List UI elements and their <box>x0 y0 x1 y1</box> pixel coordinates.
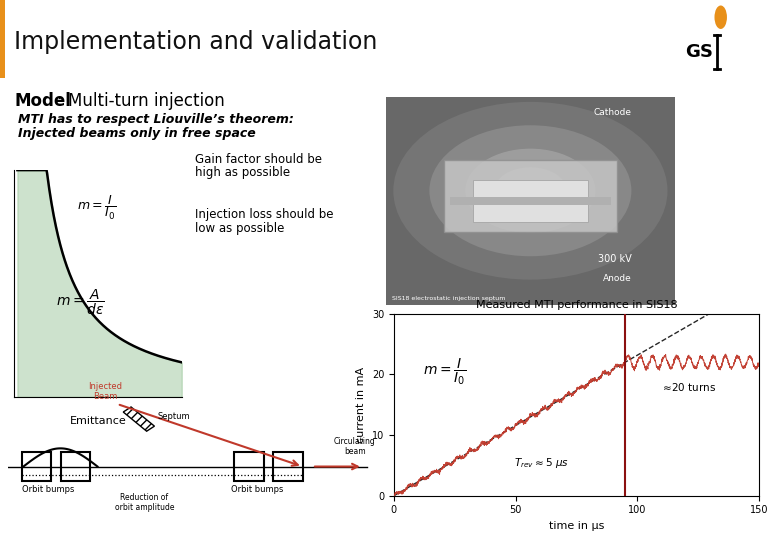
Text: Circulating
beam: Circulating beam <box>334 437 376 456</box>
Bar <box>444 159 617 232</box>
Text: Implementation and validation: Implementation and validation <box>14 30 378 55</box>
Text: GSI Helmholtzzentrum für Schwerionenforschung GmbH: GSI Helmholtzzentrum für Schwerionenfors… <box>8 520 224 529</box>
Text: $\approx\!20\ \mathrm{turns}$: $\approx\!20\ \mathrm{turns}$ <box>661 381 717 393</box>
Text: $m=\dfrac{I}{I_0}$: $m=\dfrac{I}{I_0}$ <box>77 194 116 222</box>
Text: $m=\dfrac{I}{I_0}$: $m=\dfrac{I}{I_0}$ <box>423 356 466 387</box>
Bar <box>449 197 612 205</box>
Text: MTI has to respect Liouville’s theorem:: MTI has to respect Liouville’s theorem: <box>18 113 294 126</box>
Ellipse shape <box>495 167 566 214</box>
Bar <box>61 453 90 481</box>
Bar <box>234 453 264 481</box>
Text: Reduction of
orbit amplitude: Reduction of orbit amplitude <box>115 493 174 512</box>
Text: Injected
Beam: Injected Beam <box>88 382 122 401</box>
Text: G: G <box>685 43 700 62</box>
Text: Orbit bumps: Orbit bumps <box>22 485 75 494</box>
Text: 300 kV: 300 kV <box>597 254 632 265</box>
Text: Injected beams only in free space: Injected beams only in free space <box>18 127 256 140</box>
Title: Measured MTI performance in SIS18: Measured MTI performance in SIS18 <box>476 300 677 310</box>
Ellipse shape <box>430 125 632 256</box>
Ellipse shape <box>714 5 727 29</box>
Text: SIS18 electrostatic injection septum: SIS18 electrostatic injection septum <box>392 296 505 301</box>
Text: Cathode: Cathode <box>594 107 632 117</box>
Text: low as possible: low as possible <box>195 222 285 235</box>
X-axis label: time in μs: time in μs <box>549 521 604 531</box>
Y-axis label: current in mA: current in mA <box>356 367 367 443</box>
Text: Orbit bumps: Orbit bumps <box>231 485 284 494</box>
Bar <box>22 453 51 481</box>
Text: $T_{rev}{\approx}5\ \mu s$: $T_{rev}{\approx}5\ \mu s$ <box>514 456 569 470</box>
Text: Emittance: Emittance <box>69 416 126 426</box>
Text: 4: 4 <box>756 520 760 529</box>
Text: : Multi-turn injection: : Multi-turn injection <box>57 92 225 110</box>
Text: Anode: Anode <box>603 274 632 282</box>
Bar <box>473 180 588 222</box>
Ellipse shape <box>393 102 668 280</box>
Text: Sabrina Appel | Accelerator Physics: Sabrina Appel | Accelerator Physics <box>322 520 458 529</box>
Bar <box>273 453 303 481</box>
Text: Model: Model <box>14 92 71 110</box>
Text: S: S <box>700 43 713 62</box>
Ellipse shape <box>466 148 595 233</box>
Text: high as possible: high as possible <box>195 166 290 179</box>
Text: $m=\dfrac{A}{d\varepsilon}$: $m=\dfrac{A}{d\varepsilon}$ <box>56 288 105 317</box>
Text: 14 Juni 2021: 14 Juni 2021 <box>616 520 664 529</box>
Text: Septum: Septum <box>158 411 190 421</box>
Bar <box>0 0 5 78</box>
Text: Injection loss should be: Injection loss should be <box>195 208 334 221</box>
Text: Gain factor should be: Gain factor should be <box>195 153 322 166</box>
